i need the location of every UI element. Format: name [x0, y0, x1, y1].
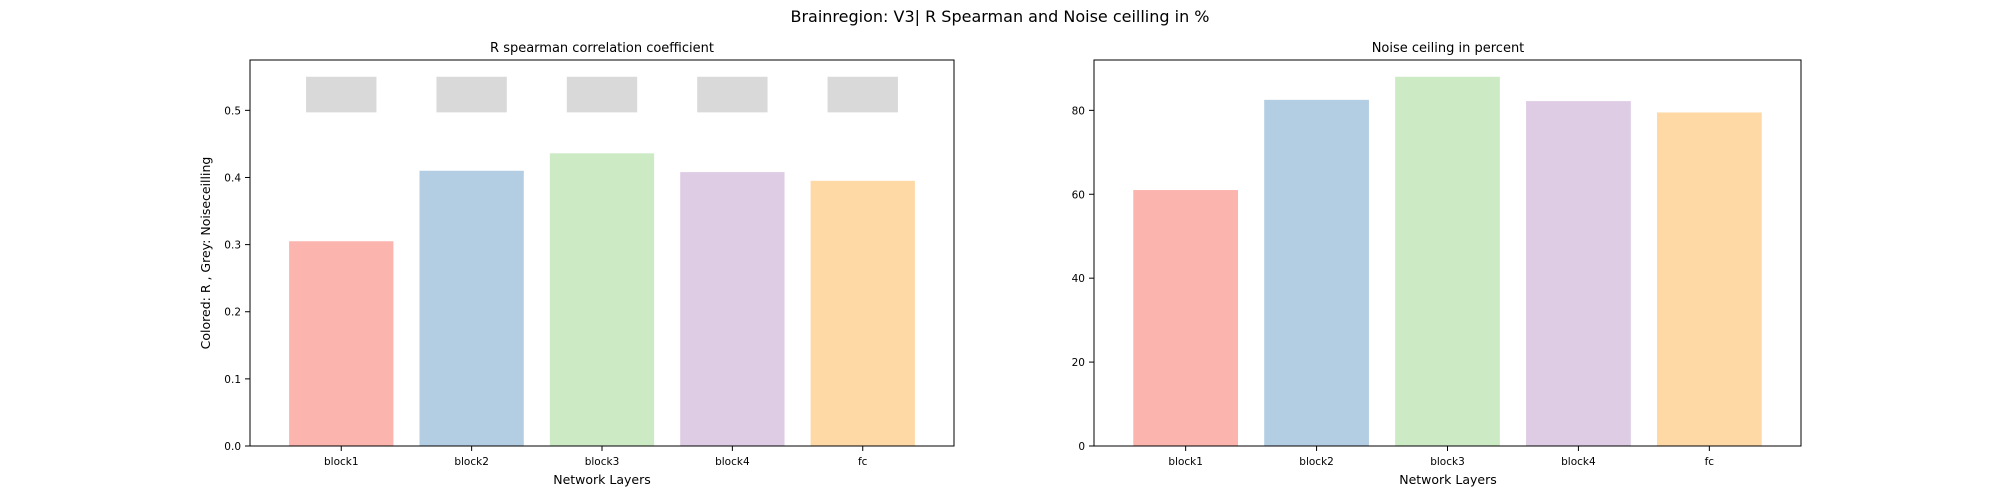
panel-left-frame — [249, 59, 955, 447]
x-tick-label: fc — [1705, 456, 1715, 468]
x-tick-label: block1 — [324, 456, 359, 468]
panel-right-xlabel: Network Layers — [1399, 472, 1497, 487]
noise-percent-bars — [1133, 76, 1762, 447]
y-tick-label: 0.3 — [224, 240, 241, 252]
y-axis-ticks: 0 20 40 60 80 — [1072, 105, 1094, 453]
y-tick-label: 0 — [1078, 441, 1085, 453]
panel-left-title: R spearman correlation coefficient — [490, 41, 714, 56]
bar-block3 — [1395, 76, 1500, 447]
x-axis-ticks: block1 block2 block3 block4 fc — [324, 446, 868, 468]
x-tick-label: block4 — [1561, 456, 1596, 468]
panel-left-ylabel: Colored: R , Grey: Noiseceilling — [198, 157, 213, 350]
x-tick-label: block1 — [1168, 456, 1203, 468]
x-axis-ticks: block1 block2 block3 block4 fc — [1168, 446, 1714, 468]
panel-noise-ceiling: Noise ceiling in percent Network Layers … — [1072, 41, 1802, 487]
y-tick-label: 0.4 — [224, 172, 241, 184]
noise-ceiling-bar-block2 — [436, 76, 507, 113]
panel-right-frame — [1093, 59, 1802, 447]
noise-ceiling-bars — [306, 76, 898, 113]
r-bars — [289, 153, 915, 447]
x-tick-label: fc — [858, 456, 868, 468]
noise-ceiling-bar-block3 — [566, 76, 638, 113]
x-tick-label: block2 — [1299, 456, 1334, 468]
bar-block4 — [680, 172, 785, 446]
x-tick-label: block2 — [454, 456, 489, 468]
noise-ceiling-bar-block4 — [697, 76, 768, 113]
bar-block1 — [1133, 190, 1239, 446]
bar-fc — [810, 180, 915, 446]
y-tick-label: 0.5 — [224, 105, 241, 117]
y-tick-label: 40 — [1072, 273, 1085, 285]
x-tick-label: block3 — [1430, 456, 1465, 468]
y-tick-label: 0.2 — [224, 307, 241, 319]
bar-block3 — [549, 153, 655, 446]
y-axis-ticks: 0.0 0.1 0.2 0.3 0.4 0.5 — [224, 105, 250, 453]
y-tick-label: 80 — [1072, 105, 1085, 117]
bar-block2 — [419, 170, 524, 447]
panel-right-title: Noise ceiling in percent — [1372, 41, 1525, 56]
x-tick-label: block4 — [715, 456, 750, 468]
figure-title: Brainregion: V3| R Spearman and Noise ce… — [790, 7, 1209, 26]
bar-block2 — [1264, 99, 1369, 446]
y-tick-label: 0.0 — [224, 441, 241, 453]
bar-fc — [1656, 112, 1762, 447]
y-tick-label: 0.1 — [224, 374, 241, 386]
y-tick-label: 20 — [1072, 357, 1085, 369]
panel-r-spearman: R spearman correlation coefficient Netwo… — [198, 41, 955, 487]
panel-left-xlabel: Network Layers — [553, 472, 651, 487]
noise-ceiling-bar-fc — [827, 76, 898, 113]
noise-ceiling-bar-block1 — [306, 76, 377, 113]
y-tick-label: 60 — [1072, 189, 1085, 201]
x-tick-label: block3 — [585, 456, 620, 468]
bar-block4 — [1526, 101, 1631, 446]
bar-block1 — [289, 241, 394, 446]
